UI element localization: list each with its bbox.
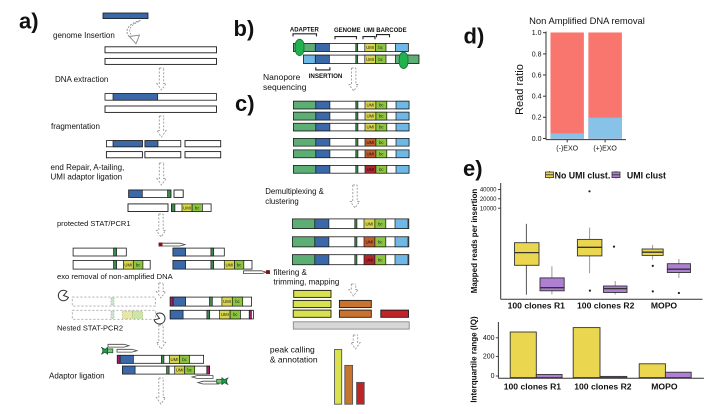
svg-text:100 clones R2: 100 clones R2: [577, 301, 635, 311]
svg-text:UMI: UMI: [176, 368, 184, 373]
svg-text:0.0: 0.0: [532, 136, 542, 143]
svg-text:100 clones R1: 100 clones R1: [504, 382, 562, 392]
svg-text:bc: bc: [379, 151, 384, 156]
svg-text:0.6: 0.6: [532, 72, 542, 79]
svg-text:UMI: UMI: [365, 257, 373, 262]
svg-text:UMI: UMI: [366, 140, 374, 145]
svg-text:MOPO: MOPO: [651, 382, 678, 392]
svg-text:UMI: UMI: [124, 262, 132, 267]
svg-text:UMI: UMI: [171, 357, 179, 362]
svg-text:bc: bc: [237, 262, 242, 267]
svg-text:peak calling: peak calling: [270, 345, 315, 355]
svg-text:bc: bc: [235, 299, 240, 304]
svg-text:40000: 40000: [480, 188, 497, 194]
svg-text:trimming, mapping: trimming, mapping: [274, 278, 340, 287]
svg-text:(-)EXO: (-)EXO: [556, 146, 578, 153]
svg-text:clustering: clustering: [265, 197, 298, 206]
svg-text:fragmentation: fragmentation: [51, 122, 100, 131]
svg-text:bc: bc: [233, 312, 238, 317]
svg-text:INSERTION: INSERTION: [309, 73, 343, 80]
svg-text:e): e): [463, 156, 483, 181]
svg-text:bc: bc: [187, 368, 192, 373]
svg-text:0.2: 0.2: [532, 115, 542, 122]
svg-text:bc: bc: [378, 239, 383, 244]
svg-text:bc: bc: [379, 125, 384, 130]
svg-text:UMI adaptor ligation: UMI adaptor ligation: [51, 173, 123, 182]
svg-text:100 clones R1: 100 clones R1: [508, 301, 566, 311]
svg-text:20000: 20000: [480, 197, 497, 203]
svg-text:0.4: 0.4: [532, 94, 542, 101]
svg-text:UMI: UMI: [366, 57, 374, 62]
svg-text:bc: bc: [378, 45, 383, 50]
svg-text:b): b): [234, 16, 255, 41]
svg-text:UMI: UMI: [366, 103, 374, 108]
svg-text:genome Insertion: genome Insertion: [53, 31, 115, 40]
svg-text:Interquartile range (IQ): Interquartile range (IQ): [470, 316, 479, 403]
svg-text:UMI: UMI: [365, 239, 373, 244]
svg-text:GENOME: GENOME: [334, 28, 361, 34]
svg-text:bc: bc: [378, 57, 383, 62]
svg-text:bc: bc: [136, 262, 141, 267]
svg-text:UMI: UMI: [366, 151, 374, 156]
svg-text:Mapped reads per insertion: Mapped reads per insertion: [470, 189, 479, 294]
svg-text:UMI: UMI: [366, 45, 374, 50]
svg-text:& annotation: & annotation: [270, 355, 318, 365]
svg-text:bc: bc: [378, 257, 383, 262]
svg-text:UMI: UMI: [221, 312, 229, 317]
svg-text:bc: bc: [182, 357, 187, 362]
svg-text:100 clones R2: 100 clones R2: [574, 382, 632, 392]
svg-text:UMI: UMI: [225, 262, 233, 267]
svg-text:c): c): [235, 91, 255, 116]
svg-text:UMI: UMI: [366, 125, 374, 130]
svg-text:d): d): [464, 23, 485, 48]
svg-text:No UMI clust.: No UMI clust.: [555, 170, 611, 180]
svg-text:200: 200: [483, 354, 495, 361]
svg-text:bc: bc: [379, 103, 384, 108]
svg-text:sequencing: sequencing: [263, 82, 307, 92]
svg-text:Nested STAT-PCR2: Nested STAT-PCR2: [57, 324, 123, 333]
svg-text:a): a): [19, 8, 39, 33]
svg-text:Adaptor ligation: Adaptor ligation: [49, 372, 105, 381]
svg-text:bc: bc: [378, 221, 383, 226]
svg-text:Nanopore: Nanopore: [263, 72, 301, 82]
svg-text:ADAPTER: ADAPTER: [290, 28, 320, 34]
svg-text:10000: 10000: [480, 206, 497, 212]
svg-text:exo removal of non-amplified D: exo removal of non-amplified DNA: [57, 272, 174, 281]
svg-text:bc: bc: [379, 167, 384, 172]
svg-text:filtering &: filtering &: [274, 268, 308, 277]
svg-text:UMI: UMI: [366, 167, 374, 172]
svg-text:bc: bc: [195, 205, 200, 210]
svg-text:UMI: UMI: [366, 114, 374, 119]
svg-text:bc: bc: [379, 140, 384, 145]
svg-text:DNA extraction: DNA extraction: [55, 75, 108, 84]
svg-text:UMI: UMI: [223, 299, 231, 304]
svg-text:bc: bc: [379, 114, 384, 119]
svg-text:UMI clust: UMI clust: [627, 170, 666, 180]
svg-text:Demultiplexing &: Demultiplexing &: [265, 187, 324, 196]
svg-text:end Repair, A-tailing,: end Repair, A-tailing,: [51, 163, 125, 172]
svg-text:400: 400: [483, 335, 495, 342]
svg-text:Read ratio: Read ratio: [514, 64, 526, 115]
svg-text:0: 0: [491, 373, 495, 380]
svg-text:UMI: UMI: [183, 205, 191, 210]
svg-text:(+)EXO: (+)EXO: [593, 146, 617, 153]
svg-text:MOPO: MOPO: [651, 301, 678, 311]
svg-text:UMI: UMI: [365, 221, 373, 226]
svg-text:0.8: 0.8: [532, 51, 542, 58]
svg-text:protected STAT/PCR1: protected STAT/PCR1: [57, 219, 131, 228]
svg-text:UMI BARCODE: UMI BARCODE: [364, 28, 407, 34]
svg-text:Non Amplified DNA removal: Non Amplified DNA removal: [529, 15, 645, 26]
svg-text:1.0: 1.0: [532, 30, 542, 37]
